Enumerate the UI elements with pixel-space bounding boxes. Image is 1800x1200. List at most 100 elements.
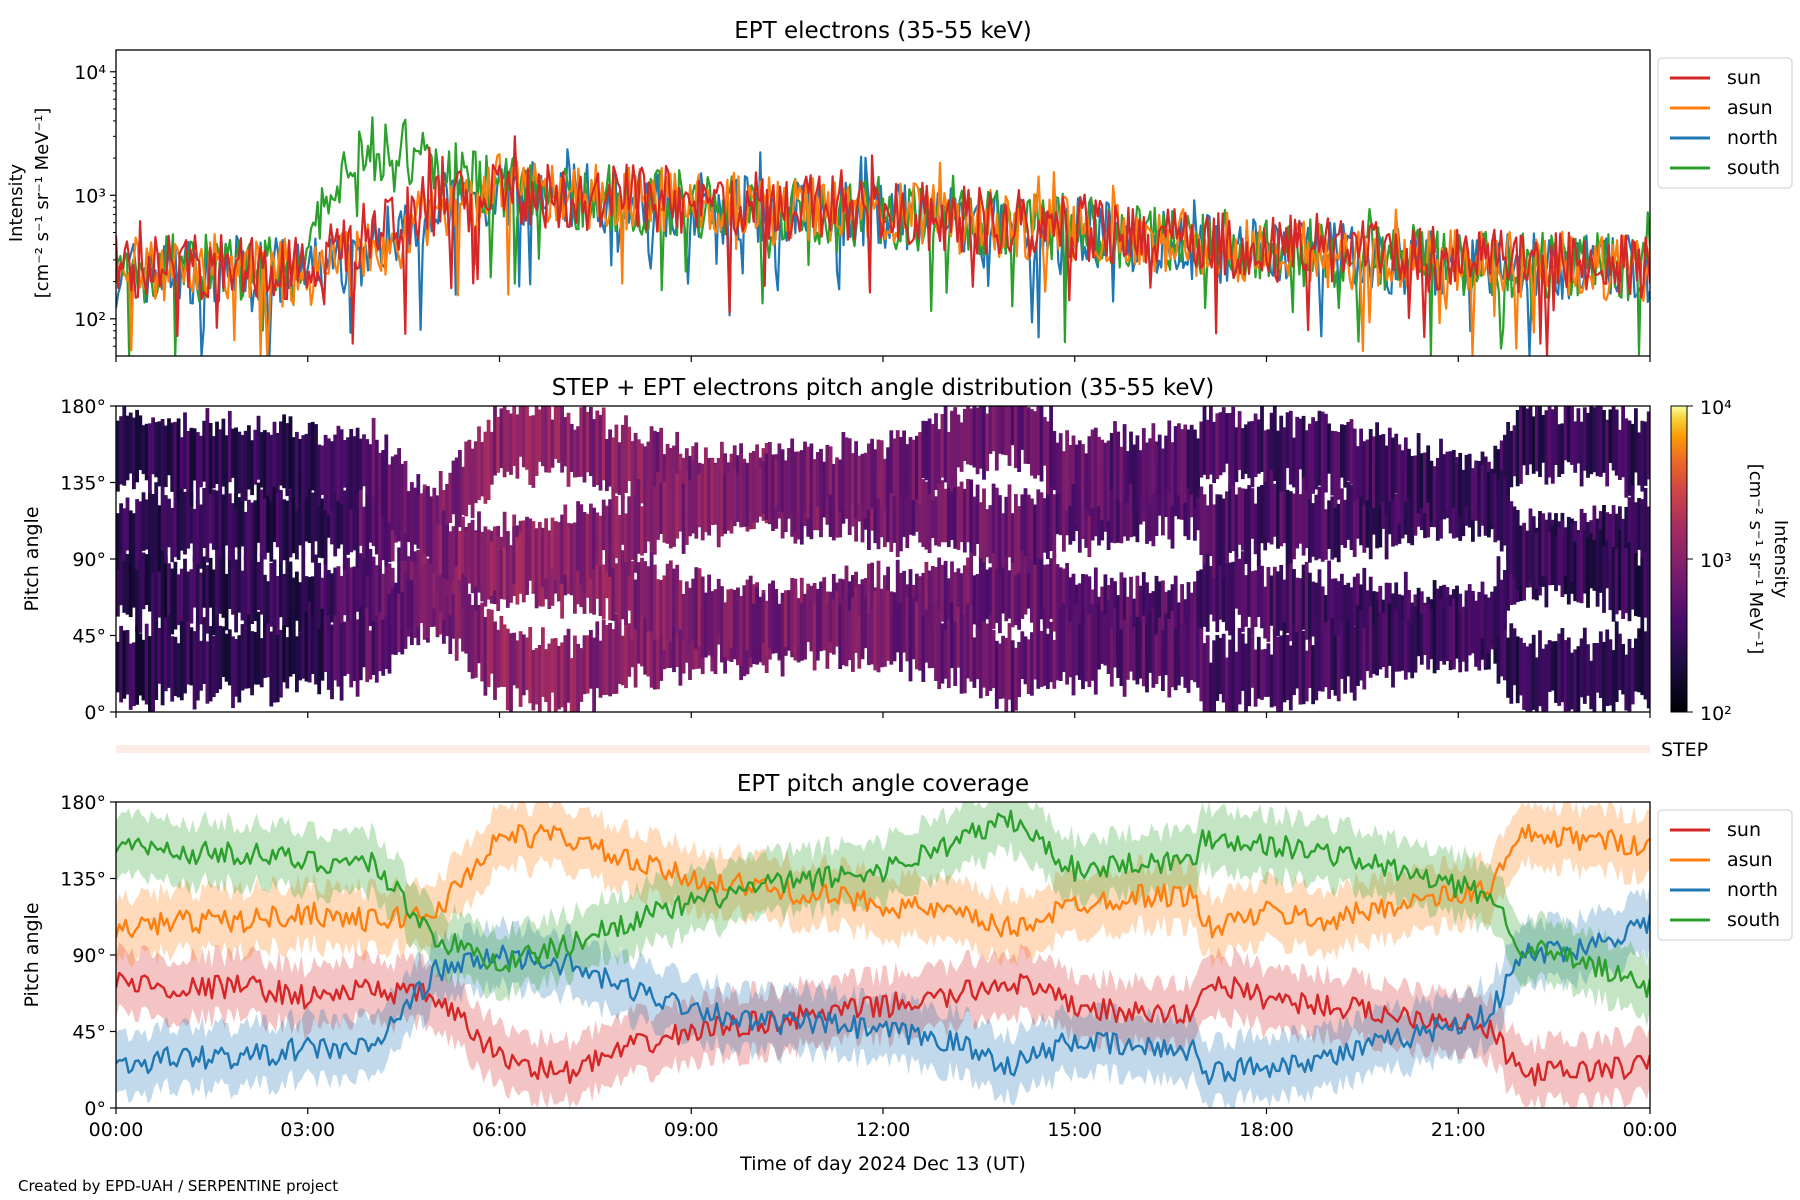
heatmap-cell — [585, 411, 590, 473]
heatmap-cell — [135, 499, 139, 570]
heatmap-cell — [1474, 600, 1478, 667]
heatmap-cell — [128, 510, 133, 564]
heatmap-cell — [314, 472, 318, 542]
heatmap-cell — [969, 408, 974, 466]
heatmap-cell — [1173, 628, 1178, 691]
heatmap-cell — [1202, 560, 1207, 627]
heatmap-cell — [346, 437, 350, 487]
heatmap-cell — [892, 481, 897, 543]
heatmap-cell — [1579, 638, 1584, 698]
heatmap-cell — [205, 408, 210, 484]
heatmap-cell — [886, 447, 890, 509]
heatmap-cell — [461, 543, 465, 609]
heatmap-cell — [483, 526, 488, 607]
heatmap-cell — [445, 569, 449, 637]
heatmap-cell — [333, 567, 338, 642]
heatmap-cell — [250, 631, 254, 696]
heatmap-cell — [1608, 513, 1613, 569]
heatmap-cell — [301, 501, 306, 556]
heatmap-cell — [1119, 629, 1124, 686]
heatmap-cell — [736, 472, 740, 522]
heatmap-cell — [368, 548, 373, 627]
heatmap-cell — [141, 492, 146, 551]
heatmap-cell — [515, 537, 520, 605]
heatmap-cell — [541, 406, 545, 467]
heatmap-cell — [320, 608, 325, 681]
heatmap-cell — [1081, 490, 1085, 539]
heatmap-cell — [461, 516, 465, 574]
heatmap-cell — [515, 414, 520, 479]
heatmap-cell — [755, 469, 759, 523]
heatmap-cell — [387, 594, 392, 674]
heatmap-cell — [1458, 452, 1463, 517]
heatmap-cell — [1586, 644, 1590, 696]
heatmap-cell — [148, 489, 152, 557]
panel3-legend: sun asun north south — [1657, 809, 1793, 941]
heatmap-cell — [617, 515, 622, 565]
heatmap-cell — [1340, 622, 1344, 679]
heatmap-cell — [1547, 640, 1552, 692]
heatmap-cell — [921, 572, 926, 643]
heatmap-cell — [672, 497, 676, 547]
heatmap-cell — [250, 440, 254, 496]
heatmap-cell — [384, 488, 389, 567]
heatmap-cell — [1499, 440, 1504, 495]
heatmap-cell — [665, 471, 670, 544]
heatmap-cell — [227, 410, 232, 483]
heatmap-cell — [1394, 609, 1399, 672]
heatmap-cell — [122, 508, 127, 561]
heatmap-cell — [915, 601, 919, 670]
heatmap-cell — [525, 516, 529, 588]
heatmap-cell — [397, 448, 401, 524]
heatmap-cell — [1183, 623, 1188, 688]
heatmap-cell — [1225, 413, 1229, 464]
heatmap-cell — [1068, 621, 1073, 678]
heatmap-cell — [895, 477, 900, 558]
heatmap-cell — [1535, 657, 1539, 712]
heatmap-cell — [1058, 609, 1063, 681]
y-tick-label: 180° — [60, 792, 106, 814]
heatmap-cell — [202, 617, 207, 684]
heatmap-cell — [1135, 435, 1140, 513]
heatmap-cell — [1503, 478, 1507, 546]
heatmap-cell — [451, 575, 456, 639]
heatmap-cell — [867, 443, 871, 510]
heatmap-cell — [608, 499, 612, 577]
heatmap-cell — [707, 458, 711, 536]
heatmap-cell — [301, 627, 306, 679]
heatmap-cell — [544, 518, 548, 579]
heatmap-cell — [943, 488, 948, 543]
heatmap-cell — [250, 542, 254, 624]
heatmap-cell — [1010, 640, 1015, 712]
heatmap-cell — [1036, 489, 1041, 557]
y-tick-label: 10² — [74, 309, 106, 331]
heatmap-cell — [681, 483, 686, 554]
heatmap-cell — [1621, 644, 1625, 695]
heatmap-cell — [1573, 541, 1578, 602]
heatmap-cell — [563, 417, 568, 467]
heatmap-cell — [985, 569, 990, 620]
heatmap-cell — [1582, 407, 1587, 471]
legend3-label-sun: sun — [1727, 819, 1761, 841]
heatmap-cell — [589, 406, 593, 477]
heatmap-cell — [477, 511, 481, 593]
heatmap-cell — [512, 406, 517, 467]
heatmap-cell — [640, 557, 644, 617]
heatmap-cell — [116, 513, 120, 570]
heatmap-cell — [1116, 599, 1121, 678]
heatmap-cell — [288, 561, 293, 627]
heatmap-cell — [1637, 498, 1641, 550]
heatmap-cell — [1256, 419, 1261, 474]
heatmap-cell — [1535, 532, 1539, 589]
heatmap-cell — [352, 436, 357, 495]
heatmap-cell — [403, 461, 408, 534]
heatmap-cell — [157, 421, 162, 487]
heatmap-cell — [620, 495, 625, 545]
heatmap-cell — [291, 611, 296, 674]
heatmap-cell — [473, 532, 478, 587]
heatmap-cell — [1311, 645, 1315, 705]
heatmap-cell — [1531, 416, 1536, 474]
heatmap-cell — [1519, 406, 1523, 484]
heatmap-cell — [288, 489, 293, 558]
heatmap-cell — [627, 496, 632, 577]
